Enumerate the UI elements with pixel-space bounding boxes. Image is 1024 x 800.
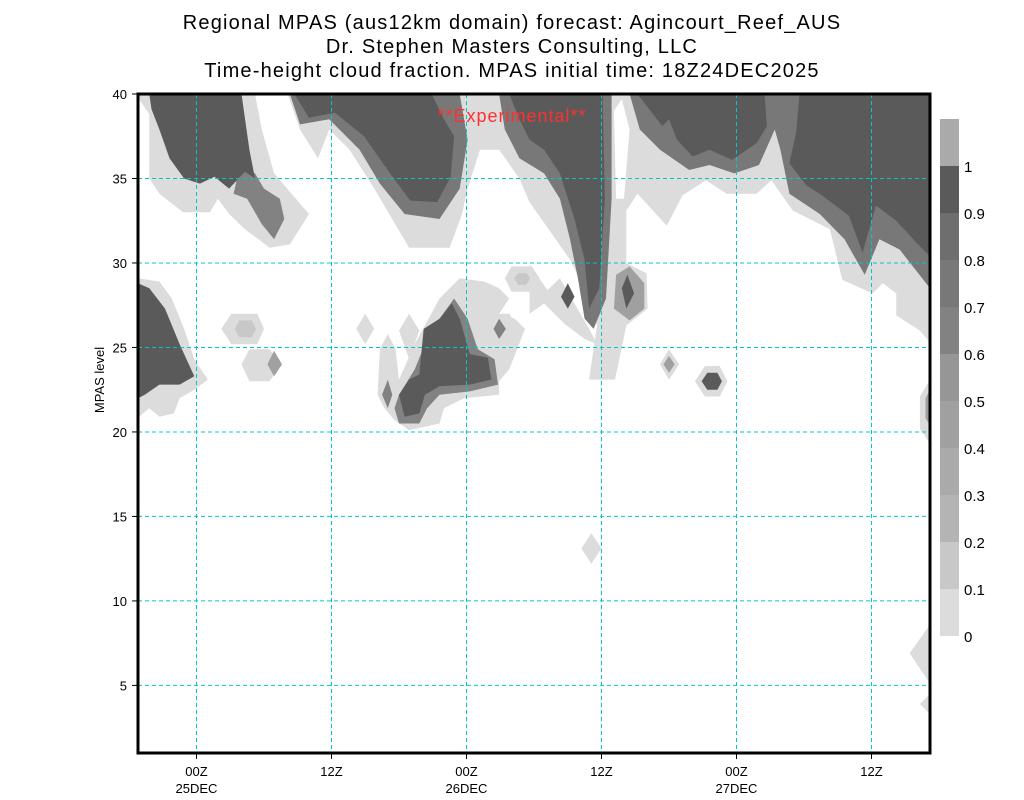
cloud-fraction-field <box>138 94 930 715</box>
colorbar-label: 0.2 <box>964 535 985 552</box>
cloud-region-39 <box>909 624 930 684</box>
cloud-region-40 <box>919 693 930 715</box>
y-tick-label: 5 <box>120 678 127 693</box>
x-tick-label: 26DEC <box>446 781 488 796</box>
colorbar-segment <box>940 354 959 401</box>
colorbar-segment <box>940 542 959 589</box>
cloud-region-13 <box>138 283 195 399</box>
cloud-region-8 <box>294 94 455 203</box>
cloud-region-33 <box>663 355 675 373</box>
colorbar-segment <box>940 495 959 542</box>
colorbar-segment <box>940 307 959 354</box>
y-tick-label: 20 <box>113 425 127 440</box>
title-line-1: Regional MPAS (aus12km domain) forecast:… <box>182 12 842 34</box>
colorbar-label: 0.7 <box>964 300 985 317</box>
colorbar-segment <box>940 260 959 307</box>
plot-frame <box>136 92 932 755</box>
colorbar-label: 0.6 <box>964 347 985 364</box>
colorbar-segment <box>940 448 959 495</box>
colorbar-label: 0 <box>964 629 972 646</box>
y-tick-label: 10 <box>113 594 127 609</box>
cloud-region-11 <box>789 94 930 257</box>
colorbar-label: 0.1 <box>964 582 985 599</box>
title-line-3: Time-height cloud fraction. MPAS initial… <box>204 60 820 82</box>
cloud-region-29 <box>561 283 575 309</box>
x-tick-label: 2025 <box>182 798 211 800</box>
cloud-region-15 <box>234 320 257 338</box>
grid-lines <box>138 94 930 753</box>
cloud-region-17 <box>267 350 282 377</box>
colorbar-segment <box>940 119 959 166</box>
y-tick-label: 25 <box>113 340 127 355</box>
cloud-region-31 <box>621 274 635 309</box>
y-axis-label: MPAS level <box>92 347 107 413</box>
colorbar: 0 0.1 0.2 0.3 0.4 0.5 0.6 0.7 0.8 0.9 1 <box>940 119 985 646</box>
colorbar-segment <box>940 401 959 448</box>
cloud-region-10 <box>637 94 767 160</box>
cloud-region-7 <box>149 94 255 189</box>
y-tick-label: 40 <box>113 87 127 102</box>
cloud-region-18 <box>356 313 375 345</box>
x-tick-label: 27DEC <box>716 781 758 796</box>
colorbar-segment <box>940 166 959 213</box>
colorbar-label: 0.5 <box>964 394 985 411</box>
y-tick-label: 35 <box>113 171 127 186</box>
x-tick-label: 25DEC <box>176 781 218 796</box>
cloud-region-22 <box>399 303 492 417</box>
colorbar-label: 1 <box>964 159 972 176</box>
colorbar-label: 0.8 <box>964 253 985 270</box>
title-line-2: Dr. Stephen Masters Consulting, LLC <box>325 36 699 58</box>
colorbar-label: 0.3 <box>964 488 985 505</box>
cloud-region-19 <box>399 313 420 360</box>
x-tick-label: 12Z <box>590 764 612 779</box>
y-tick-label: 30 <box>113 256 127 271</box>
experimental-watermark: **Experimental** <box>437 106 586 126</box>
x-tick-label: 00Z <box>455 764 477 779</box>
y-tick-label: 15 <box>113 509 127 524</box>
cloud-region-9 <box>509 94 605 309</box>
cloud-region-25 <box>513 273 531 285</box>
cloud-region-36 <box>581 533 602 564</box>
colorbar-segment <box>940 589 959 636</box>
colorbar-label: 0.9 <box>964 206 985 223</box>
cloud-region-2 <box>613 99 630 199</box>
colorbar-segment <box>940 213 959 260</box>
x-tick-label: 00Z <box>185 764 207 779</box>
x-axis: 00Z 25DEC 2025 12Z 00Z 26DEC 12Z 00Z 27DEC 12Z <box>176 753 883 800</box>
x-tick-label: 12Z <box>320 764 342 779</box>
cloud-region-3 <box>233 168 285 240</box>
colorbar-label: 0.4 <box>964 441 985 458</box>
cloud-region-27 <box>493 318 506 339</box>
cloud-region-28 <box>529 264 597 345</box>
y-axis: 5 10 15 20 25 30 35 40 <box>113 87 138 693</box>
cloud-region-35 <box>701 372 722 390</box>
x-tick-label: 00Z <box>725 764 747 779</box>
cloud-region-23 <box>382 379 393 409</box>
x-tick-label: 12Z <box>860 764 882 779</box>
